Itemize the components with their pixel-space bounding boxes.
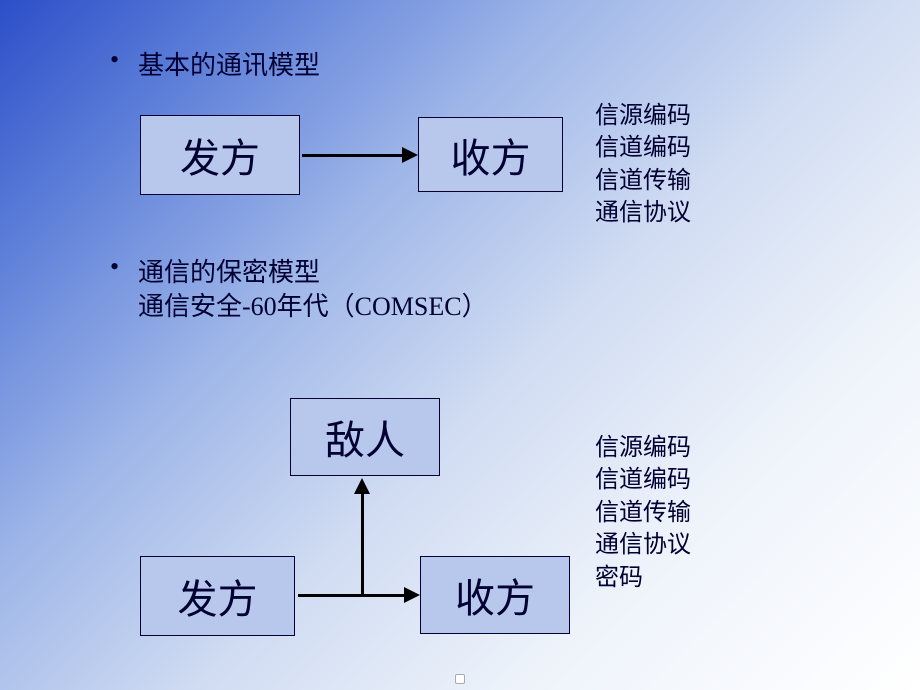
box-receiver-1-label: 收方 (451, 126, 531, 184)
box-enemy: 敌人 (290, 398, 440, 476)
box-enemy-label: 敌人 (325, 408, 405, 466)
arrow-1-line (302, 154, 404, 157)
box-sender-1-label: 发方 (180, 126, 260, 184)
box-sender-2: 发方 (140, 556, 295, 636)
side-text-1-line2: 信道编码 (595, 132, 691, 164)
side-text-2-line1: 信源编码 (595, 432, 691, 464)
bullet-security-model: 通信的保密模型 (138, 252, 320, 289)
side-text-1-line3: 信道传输 (595, 165, 691, 197)
box-receiver-1: 收方 (418, 117, 563, 192)
box-receiver-2: 收方 (420, 556, 570, 634)
arrow-2v-head (354, 478, 370, 494)
box-sender-2-label: 发方 (178, 567, 258, 625)
box-receiver-2-label: 收方 (455, 566, 535, 624)
side-text-1: 信源编码 信道编码 信道传输 通信协议 (595, 100, 691, 230)
side-text-2-line3: 信道传输 (595, 497, 691, 529)
side-text-1-line4: 通信协议 (595, 197, 691, 229)
arrow-2h-head (404, 587, 420, 603)
arrow-2v-line (361, 492, 364, 596)
arrow-2h-line (298, 594, 406, 597)
side-text-2: 信源编码 信道编码 信道传输 通信协议 密码 (595, 432, 691, 594)
page-marker-icon (455, 674, 465, 684)
side-text-2-line4: 通信协议 (595, 529, 691, 561)
side-text-1-line1: 信源编码 (595, 100, 691, 132)
arrow-1-head (402, 147, 418, 163)
side-text-2-line2: 信道编码 (595, 464, 691, 496)
bullet-security-model-line2: 通信安全-60年代（COMSEC） (138, 286, 488, 323)
side-text-2-line5: 密码 (595, 562, 691, 594)
box-sender-1: 发方 (140, 115, 300, 195)
bullet-basic-model: 基本的通讯模型 (138, 45, 320, 82)
